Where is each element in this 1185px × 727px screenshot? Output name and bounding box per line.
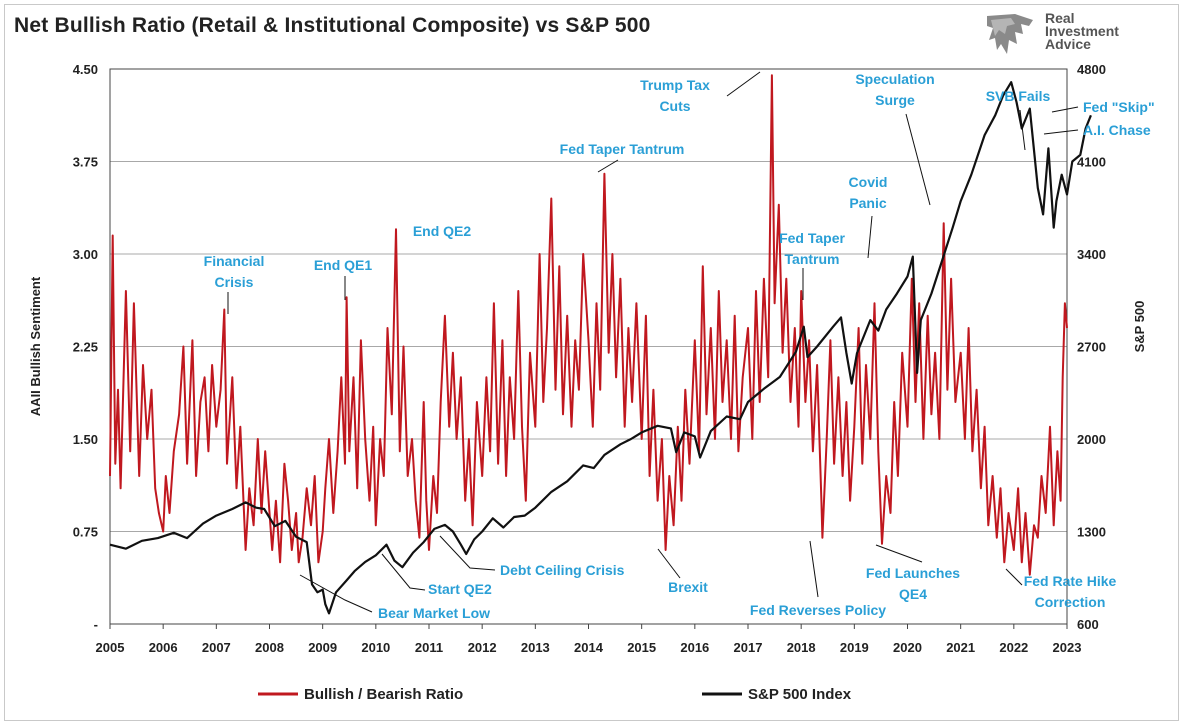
annotation-label: Debt Ceiling Crisis xyxy=(500,562,625,578)
annotation-leader-line xyxy=(1051,106,1079,113)
left-axis-tick-label: 3.00 xyxy=(73,247,98,262)
annotation-label: Trump Tax xyxy=(640,77,710,93)
annotation-label: Fed Reverses Policy xyxy=(750,602,886,618)
brand-line-1: Real xyxy=(1045,10,1075,26)
left-axis-tick-label: 1.50 xyxy=(73,432,98,447)
annotation-label: Surge xyxy=(875,92,915,108)
annotation-label: Crisis xyxy=(215,274,254,290)
annotation-leader-line xyxy=(657,548,681,579)
right-axis-title: S&P 500 xyxy=(1132,301,1147,353)
annotation-label: SVB Fails xyxy=(986,88,1051,104)
sp500-index-line xyxy=(109,81,1092,615)
right-axis-tick-label: 600 xyxy=(1077,617,1099,632)
right-axis-tick-label: 3400 xyxy=(1077,247,1106,262)
eagle-logo-icon xyxy=(987,14,1033,54)
annotation-leader-line xyxy=(875,544,923,563)
annotation-label: Correction xyxy=(1035,594,1106,610)
x-axis-tick-label: 2014 xyxy=(574,640,604,655)
x-axis-tick-label: 2011 xyxy=(415,640,443,655)
x-axis-tick-label: 2016 xyxy=(680,640,709,655)
annotation-label: Fed "Skip" xyxy=(1083,99,1155,115)
left-axis-tick-label: 4.50 xyxy=(73,62,98,77)
brand-line-2: Investment xyxy=(1045,23,1119,39)
x-axis-tick-label: 2022 xyxy=(999,640,1028,655)
annotation-label: Speculation xyxy=(855,71,934,87)
annotation-label: Tantrum xyxy=(785,251,840,267)
annotation-label: A.I. Chase xyxy=(1083,122,1151,138)
x-axis-tick-label: 2018 xyxy=(787,640,816,655)
annotation-leader-line xyxy=(905,113,931,206)
annotation-label: Covid xyxy=(849,174,888,190)
annotation-leader-line xyxy=(1043,129,1079,135)
x-axis-tick-label: 2013 xyxy=(521,640,550,655)
left-axis-tick-label: 3.75 xyxy=(73,155,98,170)
bullish-bearish-ratio-line xyxy=(109,74,1068,576)
annotation-label: Fed Taper Tantrum xyxy=(560,141,685,157)
annotation-leader-line xyxy=(1019,109,1026,151)
x-axis-tick-label: 2020 xyxy=(893,640,922,655)
x-axis-tick-label: 2012 xyxy=(468,640,497,655)
x-axis-tick-label: 2021 xyxy=(946,640,975,655)
annotation-leader-line xyxy=(439,535,496,571)
annotation-leader-line xyxy=(726,71,761,97)
left-axis-tick-label: 0.75 xyxy=(73,525,98,540)
annotation-leader-line xyxy=(299,574,373,613)
annotation-leader-line xyxy=(597,159,619,173)
annotation-leader-line xyxy=(867,215,873,259)
annotation-label: Cuts xyxy=(659,98,690,114)
annotation-label: End QE2 xyxy=(413,223,472,239)
annotation-leader-line xyxy=(1005,568,1023,586)
x-axis-tick-label: 2007 xyxy=(202,640,231,655)
annotation-label: Brexit xyxy=(668,579,708,595)
x-axis-tick-label: 2023 xyxy=(1053,640,1082,655)
x-axis-tick-label: 2009 xyxy=(308,640,337,655)
legend-label-ratio: Bullish / Bearish Ratio xyxy=(304,686,463,703)
left-axis-title: AAII Bullish Sentiment xyxy=(28,276,43,416)
x-axis-tick-label: 2008 xyxy=(255,640,284,655)
x-axis-tick-label: 2005 xyxy=(96,640,125,655)
right-axis-tick-label: 1300 xyxy=(1077,525,1106,540)
brand-line-3: Advice xyxy=(1045,36,1091,52)
annotation-label: Start QE2 xyxy=(428,581,492,597)
right-axis-tick-label: 4100 xyxy=(1077,155,1106,170)
left-axis-tick-label: 2.25 xyxy=(73,340,98,355)
annotation-leader-line xyxy=(381,553,426,591)
x-axis-tick-label: 2010 xyxy=(361,640,390,655)
chart-frame xyxy=(4,4,1179,721)
annotation-label: Fed Launches xyxy=(866,565,960,581)
annotation-label: Bear Market Low xyxy=(378,605,490,621)
annotation-label: Fed Rate Hike xyxy=(1024,573,1117,589)
annotation-leader-line xyxy=(809,540,819,598)
brand-wordmark: Real Investment Advice xyxy=(1045,10,1119,52)
legend-label-sp500: S&P 500 Index xyxy=(748,686,852,703)
x-axis-tick-label: 2019 xyxy=(840,640,869,655)
x-axis-tick-label: 2017 xyxy=(734,640,763,655)
annotation-label: Fed Taper xyxy=(779,230,845,246)
brand-logo xyxy=(987,14,1033,54)
annotation-label: End QE1 xyxy=(314,257,373,273)
x-axis-tick-label: 2006 xyxy=(149,640,178,655)
right-axis-tick-label: 4800 xyxy=(1077,62,1106,77)
x-axis-tick-label: 2015 xyxy=(627,640,656,655)
left-axis-tick-label: - xyxy=(94,617,98,632)
annotation-label: Panic xyxy=(849,195,887,211)
right-axis-tick-label: 2000 xyxy=(1077,432,1106,447)
right-axis-tick-label: 2700 xyxy=(1077,340,1106,355)
annotation-label: Financial xyxy=(204,253,265,269)
annotation-label: QE4 xyxy=(899,586,927,602)
chart-title: Net Bullish Ratio (Retail & Institutiona… xyxy=(14,14,651,37)
